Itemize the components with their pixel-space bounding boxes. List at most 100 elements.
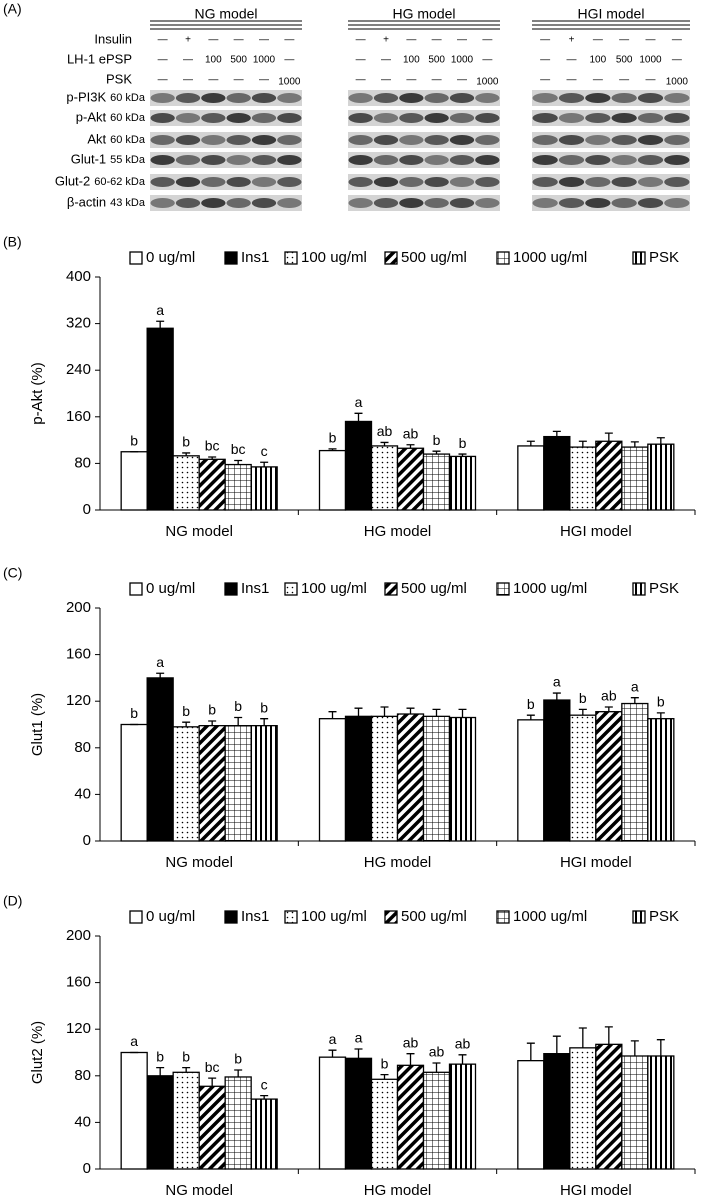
blot-band bbox=[150, 113, 175, 123]
legend-label: 1000 ug/ml bbox=[513, 249, 587, 266]
error-bar bbox=[630, 697, 639, 704]
error-bar bbox=[156, 672, 165, 678]
significance-letter: b bbox=[459, 435, 467, 451]
blot-band bbox=[348, 113, 373, 123]
legend-label: 100 ug/ml bbox=[301, 580, 367, 597]
blot-band bbox=[449, 113, 475, 123]
lane-label: — bbox=[672, 55, 682, 66]
significance-letter: ab bbox=[403, 425, 419, 441]
lane-label: 1000 bbox=[451, 55, 474, 66]
blot-band bbox=[664, 135, 690, 145]
blot-band bbox=[251, 113, 277, 123]
bar bbox=[517, 1060, 545, 1170]
blot-band bbox=[175, 155, 201, 165]
lane-label: — bbox=[406, 75, 416, 86]
bar bbox=[344, 1057, 373, 1170]
y-axis-label: Glut1 (%) bbox=[29, 693, 46, 756]
lane-label: — bbox=[593, 75, 603, 86]
significance-letter: b bbox=[182, 1048, 190, 1064]
protein-name: p-PI3K bbox=[66, 89, 106, 104]
x-tick-label: HGI model bbox=[560, 854, 632, 871]
blot-band bbox=[226, 113, 251, 123]
bar bbox=[224, 463, 252, 511]
significance-letter: b bbox=[130, 432, 138, 448]
error-bar bbox=[578, 708, 587, 716]
significance-letter: b bbox=[234, 1051, 242, 1067]
lane-label: — bbox=[540, 35, 550, 46]
blot-band bbox=[373, 113, 399, 123]
significance-letter: a bbox=[156, 654, 164, 670]
legend-label: 1000 ug/ml bbox=[513, 908, 587, 925]
bar bbox=[344, 420, 373, 511]
bar bbox=[318, 449, 347, 511]
blot-band bbox=[251, 135, 277, 145]
legend-label: PSK bbox=[649, 908, 679, 925]
blot-band bbox=[664, 113, 690, 123]
bar bbox=[422, 1071, 451, 1170]
blot-band bbox=[348, 135, 373, 145]
y-tick-label: 80 bbox=[74, 1067, 91, 1084]
blot-band bbox=[611, 198, 637, 208]
bar bbox=[224, 725, 252, 842]
bar bbox=[198, 725, 226, 842]
error-bar bbox=[406, 444, 415, 449]
x-tick-label: NG model bbox=[165, 1182, 233, 1199]
blot-band bbox=[637, 113, 664, 123]
lane-label: 500 bbox=[230, 55, 247, 66]
blot-band bbox=[475, 177, 500, 187]
lane-label: + bbox=[185, 35, 191, 46]
error-bar bbox=[432, 1062, 441, 1073]
bar bbox=[146, 677, 174, 842]
blot-band bbox=[532, 177, 558, 187]
treatment-label: PSK bbox=[106, 71, 132, 86]
error-bar bbox=[552, 430, 561, 437]
blot-band bbox=[611, 177, 637, 187]
error-bar bbox=[354, 1048, 363, 1059]
blot-band bbox=[532, 155, 558, 165]
blot-band bbox=[150, 93, 175, 103]
bar bbox=[318, 718, 347, 842]
bar bbox=[396, 1064, 425, 1170]
blot-band bbox=[664, 155, 690, 165]
legend-label: PSK bbox=[649, 249, 679, 266]
blot-band bbox=[399, 198, 424, 208]
blot-band bbox=[611, 155, 637, 165]
lane-label: — bbox=[381, 55, 391, 66]
blot-band bbox=[558, 155, 585, 165]
legend-label: Ins1 bbox=[241, 249, 269, 266]
legend-swatch bbox=[284, 582, 298, 596]
bar bbox=[517, 719, 545, 842]
significance-letter: a bbox=[553, 674, 561, 690]
blot-band bbox=[226, 177, 251, 187]
blot-band bbox=[585, 113, 611, 123]
legend-label: 0 ug/ml bbox=[146, 249, 195, 266]
legend-swatch bbox=[224, 582, 238, 596]
error-bar bbox=[406, 707, 415, 715]
error-bar bbox=[406, 1053, 415, 1066]
blot-band bbox=[585, 93, 611, 103]
error-bar bbox=[458, 453, 467, 457]
blot-band bbox=[637, 198, 664, 208]
legend-label: 100 ug/ml bbox=[301, 908, 367, 925]
legend-swatch bbox=[129, 582, 143, 596]
legend-swatch bbox=[632, 582, 646, 596]
lane-label: — bbox=[432, 75, 442, 86]
bar bbox=[146, 327, 174, 511]
blot-band bbox=[226, 198, 251, 208]
blot-band bbox=[558, 113, 585, 123]
lane-label: — bbox=[356, 35, 366, 46]
lane-label: 1000 bbox=[476, 77, 499, 88]
blot-band bbox=[558, 198, 585, 208]
x-tick-label: HG model bbox=[364, 523, 432, 540]
blot-band bbox=[201, 155, 226, 165]
blot-band bbox=[558, 93, 585, 103]
blot-band bbox=[201, 113, 226, 123]
error-bar bbox=[604, 1026, 613, 1045]
error-bar bbox=[328, 1049, 337, 1058]
bar bbox=[120, 723, 148, 842]
bar bbox=[448, 716, 477, 842]
lane-label: — bbox=[482, 55, 492, 66]
bar bbox=[120, 451, 148, 511]
legend-swatch bbox=[224, 251, 238, 265]
legend-swatch bbox=[632, 251, 646, 265]
